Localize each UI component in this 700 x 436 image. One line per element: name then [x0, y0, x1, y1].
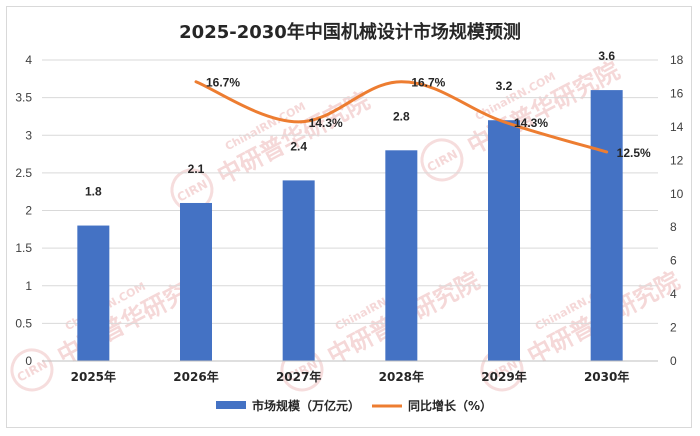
- y-left-tick-label: 3: [25, 128, 32, 142]
- bar-series: [77, 90, 623, 361]
- x-tick-label: 2025年: [71, 369, 116, 384]
- y-right-tick-label: 4: [670, 287, 677, 301]
- y-left-tick-label: 2.5: [15, 166, 32, 180]
- bar-value-label: 3.2: [496, 79, 513, 93]
- line-value-label: 14.3%: [514, 116, 548, 130]
- y-right-tick-label: 8: [670, 220, 677, 234]
- legend-label-bar: 市场规模（万亿元）: [252, 398, 360, 413]
- chart-title: 2025-2030年中国机械设计市场规模预测: [179, 21, 521, 43]
- line-value-label: 14.3%: [309, 116, 343, 130]
- y-left-tick-label: 2: [25, 204, 32, 218]
- bar-value-label: 2.4: [290, 139, 307, 153]
- line-value-label: 16.7%: [411, 76, 445, 90]
- y-right-tick-label: 14: [670, 120, 684, 134]
- y-right-tick-label: 6: [670, 254, 677, 268]
- y-right-tick-label: 18: [670, 53, 684, 67]
- bar-value-label: 2.8: [393, 109, 410, 123]
- x-tick-label: 2028年: [379, 369, 424, 384]
- x-tick-label: 2030年: [584, 369, 629, 384]
- y-left-tick-label: 4: [25, 53, 32, 67]
- x-tick-label: 2029年: [481, 369, 526, 384]
- x-tick-label: 2026年: [173, 369, 218, 384]
- bar: [385, 150, 418, 361]
- bar: [282, 180, 315, 361]
- bar-value-label: 1.8: [85, 185, 102, 199]
- line-series: [194, 80, 609, 154]
- bar-value-label: 2.1: [188, 162, 205, 176]
- y-right-tick-label: 2: [670, 321, 677, 335]
- x-axis: 2025年 2026年 2027年 2028年 2029年 2030年: [42, 360, 658, 384]
- watermark-logo-text: CIRN: [175, 177, 210, 205]
- y-right-tick-label: 10: [670, 187, 684, 201]
- y-right-tick-label: 0: [670, 354, 677, 368]
- y-axis-left: 0 0.5 1 1.5 2 2.5 3 3.5 4: [15, 53, 32, 368]
- y-left-tick-label: 1.5: [15, 241, 32, 255]
- legend-label-line: 同比增长（%）: [408, 398, 492, 413]
- y-left-tick-label: 1: [25, 279, 32, 293]
- line-value-label: 16.7%: [206, 76, 240, 90]
- chart-frame: [6, 6, 692, 428]
- y-right-tick-label: 16: [670, 86, 684, 100]
- legend: 市场规模（万亿元） 同比增长（%）: [216, 398, 492, 413]
- bar: [488, 120, 520, 361]
- line-value-label: 12.5%: [617, 146, 651, 160]
- bar: [77, 225, 110, 361]
- bar: [590, 90, 623, 361]
- bar: [180, 202, 212, 361]
- bar-value-label: 3.6: [598, 49, 615, 63]
- legend-swatch-bar: [216, 401, 246, 409]
- y-left-tick-label: 0: [25, 354, 32, 368]
- y-left-tick-label: 3.5: [15, 91, 32, 105]
- watermark-logo-text: CIRN: [425, 147, 460, 175]
- y-right-tick-label: 12: [670, 153, 684, 167]
- watermark-logo: [420, 138, 464, 182]
- y-left-tick-label: 0.5: [15, 316, 32, 330]
- growth-line: [194, 80, 609, 154]
- x-tick-label: 2027年: [276, 369, 321, 384]
- y-axis-right: 0 2 4 6 8 10 12 14 16 18: [670, 53, 684, 368]
- data-labels: 1.8 2.1 2.4 2.8 3.2 3.6 16.7% 14.3% 16.7% 14.3% 12…: [85, 49, 651, 198]
